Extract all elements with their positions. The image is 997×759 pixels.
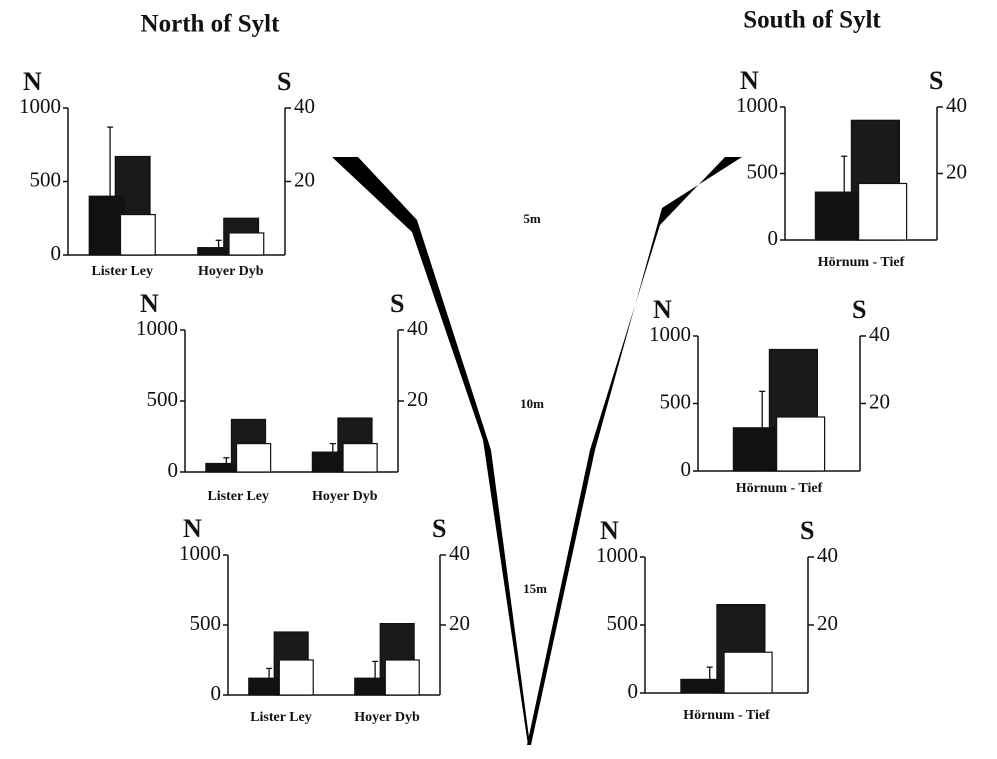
y-tick-label: 0	[681, 457, 692, 481]
y2-axis-label: S	[432, 514, 446, 543]
bar	[815, 192, 863, 240]
y-axis-label: N	[183, 514, 202, 543]
bar	[121, 215, 156, 255]
y-tick-label: 0	[168, 458, 179, 482]
y2-tick-label: 40	[294, 94, 315, 118]
y-tick-label: 0	[51, 241, 62, 265]
bar	[681, 679, 729, 693]
y2-tick-label: 20	[449, 611, 470, 635]
bar	[198, 248, 233, 255]
figure: North of Sylt South of Sylt 5m 10m 15m N…	[0, 0, 997, 759]
bar	[385, 660, 419, 695]
y2-tick-label: 20	[294, 167, 315, 191]
bar	[206, 463, 240, 472]
y2-axis-label: S	[277, 67, 291, 96]
y2-axis-label: S	[390, 289, 404, 318]
y-tick-label: 1000	[736, 93, 778, 117]
y2-tick-label: 40	[946, 93, 967, 117]
x-tick-label: Lister Ley	[207, 489, 269, 504]
y2-tick-label: 20	[817, 611, 838, 635]
bar	[343, 444, 377, 472]
y-tick-label: 1000	[649, 322, 691, 346]
y2-axis-label: S	[929, 66, 943, 95]
y2-tick-label: 20	[946, 159, 967, 183]
y-axis-label: N	[140, 289, 159, 318]
x-tick-label: Hörnum - Tief	[818, 255, 905, 270]
y-tick-label: 500	[147, 387, 179, 411]
y-axis-label: N	[600, 516, 619, 545]
y-tick-label: 1000	[136, 316, 178, 340]
y-tick-label: 0	[211, 681, 222, 705]
y-tick-label: 0	[768, 226, 779, 250]
y-tick-label: 500	[190, 611, 222, 635]
y2-tick-label: 40	[449, 541, 470, 565]
y-axis-label: N	[653, 295, 672, 324]
bar	[249, 678, 283, 695]
y2-tick-label: 20	[869, 389, 890, 413]
y-tick-label: 1000	[596, 543, 638, 567]
bar	[312, 452, 346, 472]
depth-label: 5m	[523, 211, 541, 226]
y-tick-label: 500	[660, 389, 692, 413]
depth-label: 10m	[520, 396, 544, 411]
y2-tick-label: 40	[817, 543, 838, 567]
depth-profile	[527, 157, 742, 745]
y2-axis-label: S	[800, 516, 814, 545]
y-tick-label: 1000	[19, 94, 61, 118]
y-tick-label: 0	[628, 679, 639, 703]
x-tick-label: Lister Ley	[91, 264, 153, 279]
bar	[859, 183, 907, 240]
bar	[733, 428, 781, 471]
y-tick-label: 500	[747, 159, 779, 183]
y-axis-label: N	[740, 66, 759, 95]
y2-tick-label: 20	[407, 387, 428, 411]
column-title: South of Sylt	[743, 7, 881, 34]
bar	[237, 444, 271, 472]
y-axis-label: N	[23, 67, 42, 96]
page: North of Sylt South of Sylt 5m 10m 15m N…	[0, 0, 997, 759]
x-tick-label: Hörnum - Tief	[736, 481, 823, 496]
y-tick-label: 1000	[179, 541, 221, 565]
bar	[229, 233, 264, 255]
x-tick-label: Hörnum - Tief	[683, 708, 770, 723]
bar	[279, 660, 313, 695]
y2-tick-label: 40	[407, 316, 428, 340]
bar	[355, 678, 389, 695]
y2-axis-label: S	[852, 295, 866, 324]
x-tick-label: Hoyer Dyb	[354, 710, 420, 725]
x-tick-label: Lister Ley	[250, 710, 312, 725]
y-tick-label: 500	[30, 167, 62, 191]
y2-tick-label: 40	[869, 322, 890, 346]
x-tick-label: Hoyer Dyb	[312, 489, 378, 504]
depth-label: 15m	[523, 581, 547, 596]
y-tick-label: 500	[607, 611, 639, 635]
bar	[777, 417, 825, 471]
bar	[724, 652, 772, 693]
bar	[89, 196, 124, 255]
x-tick-label: Hoyer Dyb	[198, 264, 264, 279]
column-title: North of Sylt	[141, 11, 281, 38]
